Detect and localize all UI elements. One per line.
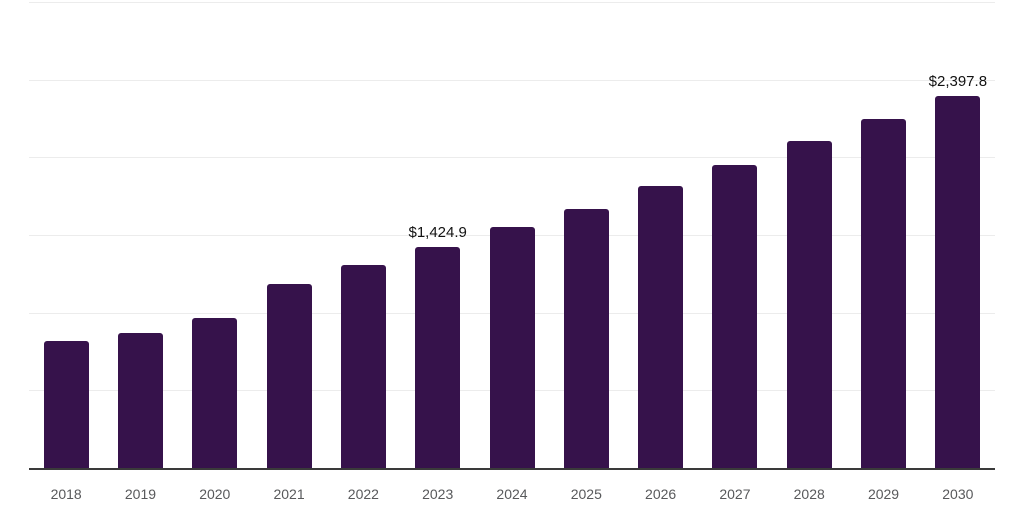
gridline [29, 2, 995, 3]
plot-area: $1,424.9 $2,397.8 [29, 2, 995, 470]
bar-2028 [786, 141, 832, 468]
bar-2021 [266, 283, 312, 468]
bar-2022 [340, 265, 386, 468]
x-tick-label-2018: 2018 [50, 486, 82, 502]
x-tick-label-2028: 2028 [793, 486, 825, 502]
bar-2029 [861, 118, 907, 468]
x-tick-label-2025: 2025 [570, 486, 602, 502]
data-label-2023: $1,424.9 [408, 223, 467, 241]
bar-2019 [117, 332, 163, 468]
x-tick-label-2023: 2023 [422, 486, 454, 502]
x-tick-label-2027: 2027 [719, 486, 751, 502]
x-tick-label-2020: 2020 [199, 486, 231, 502]
x-tick-label-2026: 2026 [645, 486, 677, 502]
x-tick-label-2021: 2021 [273, 486, 305, 502]
bar-2030 [935, 95, 981, 468]
x-tick-label-2019: 2019 [124, 486, 157, 502]
bar-2025 [563, 208, 609, 468]
bar-2026 [638, 186, 684, 468]
data-label-2030: $2,397.8 [928, 72, 988, 90]
x-tick-label-2022: 2022 [347, 486, 379, 502]
bar-2027 [712, 165, 758, 468]
x-tick-label-2024: 2024 [496, 486, 528, 502]
x-tick-label-2030: 2030 [942, 486, 974, 502]
bar-2024 [489, 227, 535, 468]
bar-2020 [192, 318, 238, 468]
x-axis-tick-labels: 2018 2019 2020 2021 2022 2023 2024 2025 2026 2027… [29, 486, 995, 504]
bar-2023 [415, 246, 461, 468]
x-axis-line [29, 468, 995, 470]
x-tick-label-2029: 2029 [867, 486, 900, 502]
gridline [29, 157, 995, 159]
bar-2018 [43, 340, 89, 468]
gridline [29, 79, 995, 81]
